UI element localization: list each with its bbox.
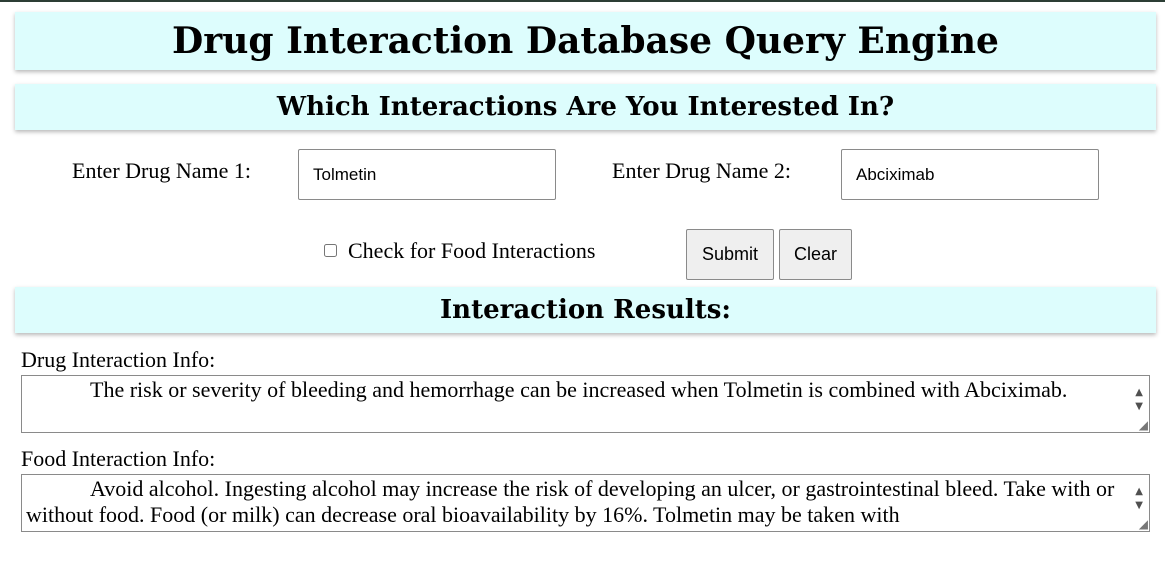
food-interactions-label[interactable]: Check for Food Interactions xyxy=(348,238,596,263)
page-title: Drug Interaction Database Query Engine xyxy=(15,12,1156,70)
food-interaction-text: Avoid alcohol. Ingesting alcohol may inc… xyxy=(26,476,1115,527)
food-interactions-checkbox[interactable] xyxy=(324,244,337,257)
drug2-input[interactable] xyxy=(841,149,1099,200)
resize-handle-icon[interactable]: ◢ xyxy=(1138,418,1148,432)
drug-interaction-label: Drug Interaction Info: xyxy=(21,347,216,372)
scroll-down-icon[interactable]: ▼ xyxy=(1135,500,1143,511)
scroll-up-icon[interactable]: ▲ xyxy=(1135,486,1143,497)
drug-interaction-textarea[interactable]: The risk or severity of bleeding and hem… xyxy=(21,375,1150,433)
drug-interaction-text: The risk or severity of bleeding and hem… xyxy=(90,377,1068,402)
clear-button[interactable]: Clear xyxy=(779,229,852,280)
drug-interaction-scrollbar[interactable]: ▲ ▼ xyxy=(1131,378,1147,430)
scroll-down-icon[interactable]: ▼ xyxy=(1135,401,1143,412)
drug1-label: Enter Drug Name 1: xyxy=(72,158,251,183)
submit-button[interactable]: Submit xyxy=(686,229,774,280)
section-subtitle: Which Interactions Are You Interested In… xyxy=(15,84,1156,130)
top-border-line xyxy=(0,0,1165,2)
scroll-up-icon[interactable]: ▲ xyxy=(1135,387,1143,398)
drug2-label: Enter Drug Name 2: xyxy=(612,158,791,183)
food-interaction-label: Food Interaction Info: xyxy=(21,446,216,471)
food-interaction-textarea[interactable]: Avoid alcohol. Ingesting alcohol may inc… xyxy=(21,474,1150,532)
food-interaction-scrollbar[interactable]: ▲ ▼ xyxy=(1131,477,1147,529)
results-title: Interaction Results: xyxy=(15,287,1156,333)
drug1-input[interactable] xyxy=(298,149,556,200)
resize-handle-icon[interactable]: ◢ xyxy=(1138,517,1148,531)
